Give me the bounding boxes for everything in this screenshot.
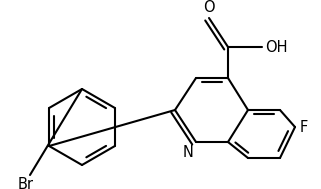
Text: OH: OH [265, 40, 288, 54]
Text: N: N [182, 145, 193, 160]
Text: O: O [203, 0, 215, 15]
Text: F: F [300, 119, 308, 135]
Text: Br: Br [18, 177, 34, 189]
